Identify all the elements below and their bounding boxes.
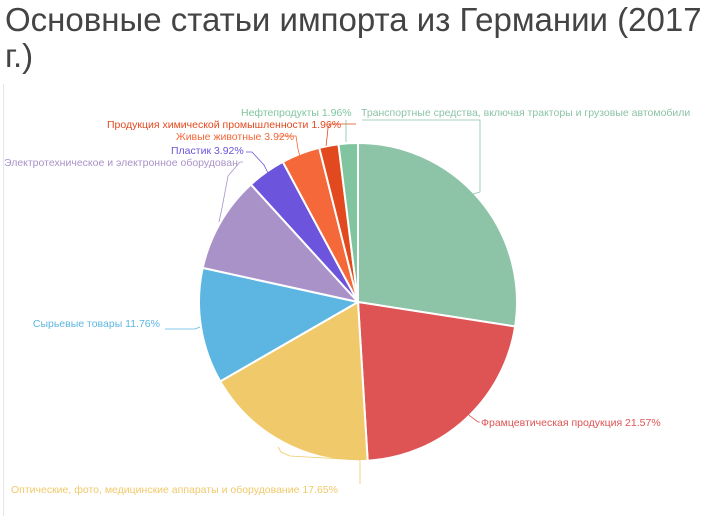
pie-labels: Транспортные средства, включая тракторы … <box>4 107 690 496</box>
pie-slice-pharma[interactable] <box>356 300 517 462</box>
leader-line-chem <box>325 123 356 147</box>
pie-slice-raw[interactable] <box>198 266 361 383</box>
leader-line-raw <box>165 326 201 330</box>
slice-label-pharma: Фрамцевтическая продукция 21.57% <box>481 417 661 429</box>
slice-label-chem: Продукция химической промышленности 1.96… <box>107 119 341 131</box>
slice-label-animals: Живые животные 3.92% <box>176 131 294 143</box>
pie-slice-oil[interactable] <box>337 141 359 303</box>
leader-line-plastic <box>246 151 269 174</box>
pie-slice-transport[interactable] <box>357 141 518 328</box>
leader-line-pharma <box>463 409 480 423</box>
slice-label-transport: Транспортные средства, включая тракторы … <box>361 107 690 119</box>
page-title: Основные статьи импорта из Германии (201… <box>5 1 702 74</box>
slice-label-plastic: Пластик 3.92% <box>171 145 244 157</box>
pie-slices <box>198 141 518 462</box>
leader-line-electro <box>218 161 243 223</box>
slice-label-electro: Электротехническое и электронное оборудо… <box>4 157 238 169</box>
leader-line-animals <box>278 135 301 158</box>
leader-line-transport <box>362 119 481 196</box>
slice-label-optics: Оптические, фото, медицинские аппараты и… <box>11 484 338 496</box>
frame-left-border <box>3 84 4 516</box>
pie-slice-electro[interactable] <box>201 183 361 304</box>
pie-slice-optics[interactable] <box>218 300 369 462</box>
slice-label-raw: Сырьевые товары 11.76% <box>33 318 160 330</box>
leader-line-optics <box>277 446 361 484</box>
slice-label-oil: Нефтепродукты 1.96% <box>241 107 352 119</box>
